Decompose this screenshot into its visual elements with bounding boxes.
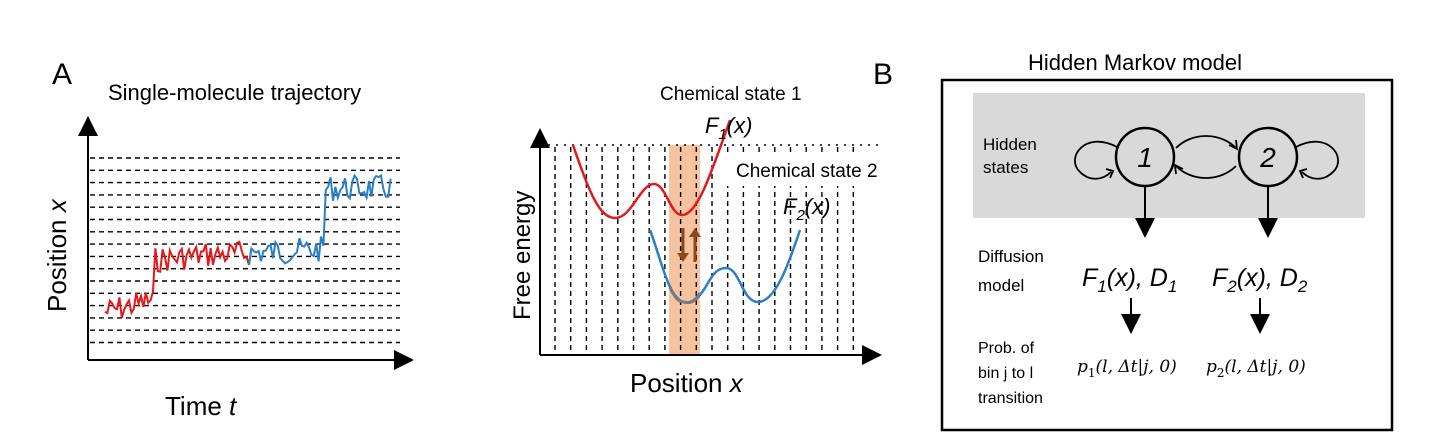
hidden-states-label-line1: Hidden: [983, 135, 1037, 154]
transition-arrow-down-head: [677, 253, 689, 262]
hidden-state-2-number: 2: [1259, 142, 1276, 173]
free-energy-curve-f1: [571, 119, 732, 220]
prob-label-line1: Prob. of: [978, 340, 1035, 357]
chemical-state2-label: Chemical state 2: [736, 161, 878, 182]
trajectory-bin-lines: [90, 157, 400, 344]
trajectory-state1-segment: [104, 240, 253, 318]
transition-prob-2: p2(l, Δt|j, 0): [1206, 357, 1306, 380]
trajectory-title: Single-molecule trajectory: [108, 80, 361, 105]
self-loop-state1: [1074, 140, 1118, 180]
chemical-state1-label: Chemical state 1: [660, 84, 802, 105]
f1-label: F1(x): [705, 113, 752, 143]
diffusion-model-label-line2: model: [978, 276, 1024, 295]
hmm-title: Hidden Markov model: [1028, 50, 1242, 75]
panel-b-letter: B: [873, 58, 893, 91]
state2-label-bg: [725, 152, 910, 186]
self-loop-state2: [1295, 140, 1339, 180]
transition-1-to-2: [1175, 135, 1237, 149]
hidden-states-label-line2: states: [983, 158, 1028, 177]
hidden-state-1-number: 1: [1137, 142, 1153, 173]
self-loop-state1-head: [1105, 168, 1115, 179]
trajectory-y-label: Position x: [42, 198, 72, 312]
transition-2-to-1: [1175, 165, 1237, 179]
diffusion-model-2: F2(x), D2: [1212, 264, 1308, 296]
free-energy-overlap-segment: [668, 287, 702, 304]
transition-1-to-2-head: [1228, 139, 1239, 151]
panel-a-letter: A: [52, 58, 72, 91]
transition-2-to-1-head: [1173, 163, 1184, 175]
f2-label: F2(x): [783, 194, 830, 224]
prob-label-line3: transition: [978, 390, 1043, 407]
diffusion-model-label-line1: Diffusion: [978, 247, 1044, 266]
self-loop-state2-head: [1298, 168, 1308, 179]
diffusion-model-1: F1(x), D1: [1082, 264, 1177, 296]
transition-arrow-up-head: [689, 228, 701, 237]
trajectory-x-label: Time t: [165, 391, 238, 421]
energy-y-label: Free energy: [509, 191, 536, 320]
prob-label-line2: bin j to l: [978, 365, 1033, 382]
trajectory-state2-segment: [248, 173, 392, 266]
transition-prob-1: p1(l, Δt|j, 0): [1077, 357, 1177, 380]
energy-x-label: Position x: [630, 368, 744, 398]
